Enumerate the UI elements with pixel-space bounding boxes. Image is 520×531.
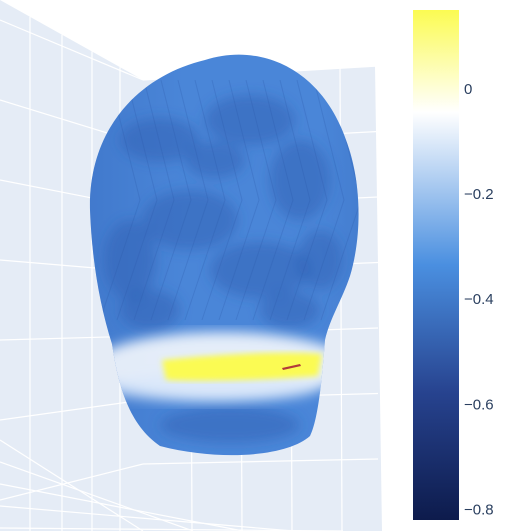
colorbar-tick-label: −0.6 [464, 396, 494, 413]
surface-dark-patch [298, 230, 342, 290]
gridline-floor [0, 505, 294, 531]
colorbar-tick-label: −0.4 [464, 291, 494, 308]
gridline-left-horizontal [0, 399, 144, 421]
surface-min-streak [282, 364, 301, 370]
colorbar-tick-label: −0.2 [464, 186, 494, 203]
colorbar-tick-label: −0.8 [464, 501, 494, 518]
surface-hot-band [162, 352, 322, 381]
surface-dark-patch [160, 407, 300, 443]
colorbar-bar [413, 10, 459, 520]
surface-facet-line [235, 79, 277, 321]
surface-facet-line [303, 79, 345, 321]
surface-facet-line [116, 79, 158, 321]
surface-mesh [89, 54, 359, 456]
colorbar-ticks: 0 −0.2 −0.4 −0.6 −0.8 [464, 81, 494, 519]
surface-facet-line [269, 79, 311, 321]
surface-facet-line [184, 79, 226, 321]
surface-dark-patch [120, 290, 180, 330]
surface-dark-patch [185, 142, 245, 178]
colorbar-tick-label: 0 [464, 81, 472, 98]
surface-dark-patch [210, 242, 310, 298]
colorbar: 0 −0.2 −0.4 −0.6 −0.8 [413, 10, 494, 520]
gridline-left-horizontal [0, 463, 144, 501]
gridline-left-horizontal [0, 19, 144, 81]
gridline-back-horizontal [142, 458, 379, 465]
surface-facet-line [133, 79, 175, 321]
surface-dark-patch [270, 140, 330, 220]
surface-facet-line [252, 79, 294, 321]
surface-dark-patch [205, 95, 295, 145]
surface-facet-line [167, 79, 209, 321]
surface-facet-line [150, 79, 192, 321]
surface-dark-patch [142, 190, 238, 250]
surface-facet-line [286, 79, 328, 321]
surface-dark-patches [104, 95, 342, 443]
surface-dark-patch [120, 118, 200, 162]
surface-facet-line [201, 79, 243, 321]
surface-dark-patch [260, 292, 320, 328]
surface-facet-line [99, 79, 141, 321]
surface-dark-patch [104, 220, 156, 300]
surface-facet-line [218, 79, 260, 321]
